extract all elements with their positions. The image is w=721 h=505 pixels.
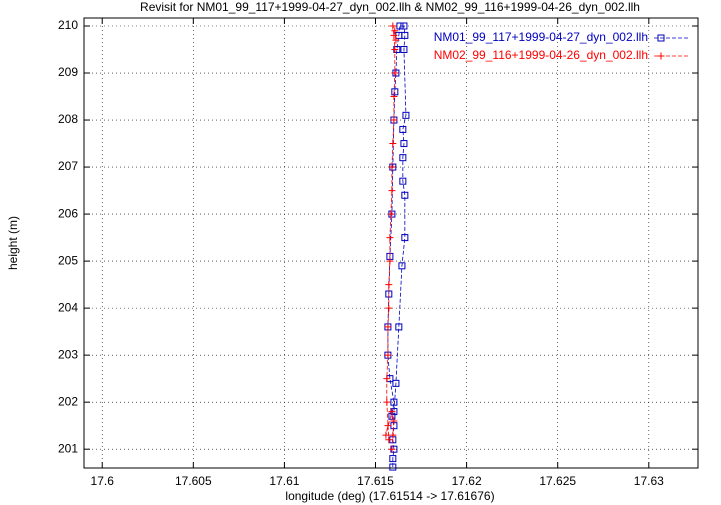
y-tick-label: 204 bbox=[58, 300, 78, 314]
x-tick-label: 17.625 bbox=[539, 474, 576, 488]
data-point bbox=[390, 116, 398, 124]
data-point bbox=[387, 210, 395, 218]
data-point bbox=[391, 88, 399, 96]
data-point bbox=[385, 281, 393, 289]
series-line bbox=[387, 25, 407, 468]
y-tick-label: 205 bbox=[58, 253, 78, 267]
y-tick-label: 208 bbox=[58, 112, 78, 126]
data-point bbox=[389, 140, 397, 148]
x-tick-label: 17.61 bbox=[269, 474, 299, 488]
y-tick-label: 201 bbox=[58, 441, 78, 455]
legend-label: NM02_99_116+1999-04-26_dyn_002.llh bbox=[434, 48, 648, 62]
data-point bbox=[389, 455, 397, 463]
data-point bbox=[401, 31, 409, 39]
x-axis-label: longitude (deg) (17.61514 -> 17.61676) bbox=[285, 489, 494, 503]
data-point bbox=[395, 323, 403, 331]
y-tick-label: 203 bbox=[58, 347, 78, 361]
data-point bbox=[386, 257, 394, 265]
data-point bbox=[383, 398, 391, 406]
data-point bbox=[396, 22, 404, 30]
data-point bbox=[390, 31, 398, 39]
y-axis-label: height (m) bbox=[6, 216, 20, 270]
data-point bbox=[388, 445, 396, 453]
data-point bbox=[399, 154, 407, 162]
y-tick-label: 202 bbox=[58, 394, 78, 408]
data-point bbox=[399, 125, 407, 133]
data-point bbox=[391, 46, 399, 54]
legend-label: NM01_99_117+1999-04-27_dyn_002.llh bbox=[434, 30, 648, 44]
plot-frame bbox=[83, 17, 699, 469]
x-tick-label: 17.6 bbox=[91, 474, 115, 488]
data-point bbox=[401, 191, 409, 199]
data-point bbox=[384, 351, 392, 359]
data-point bbox=[384, 422, 392, 430]
data-point bbox=[390, 93, 398, 101]
data-point bbox=[401, 234, 409, 242]
data-point bbox=[385, 304, 393, 312]
data-point bbox=[382, 431, 390, 439]
x-tick-label: 17.605 bbox=[175, 474, 212, 488]
data-point bbox=[389, 463, 397, 471]
data-point bbox=[385, 436, 393, 444]
data-point bbox=[390, 398, 398, 406]
data-point bbox=[386, 234, 394, 242]
data-point bbox=[400, 46, 408, 54]
x-tick-label: 17.62 bbox=[452, 474, 482, 488]
data-point bbox=[402, 111, 410, 119]
data-point bbox=[388, 408, 396, 416]
chart-title: Revisit for NM01_99_117+1999-04-27_dyn_0… bbox=[140, 0, 640, 14]
data-point bbox=[392, 36, 400, 44]
data-point bbox=[389, 22, 397, 30]
data-point bbox=[388, 163, 396, 171]
data-point bbox=[392, 379, 400, 387]
y-tick-label: 207 bbox=[58, 159, 78, 173]
x-tick-label: 17.63 bbox=[634, 474, 664, 488]
x-tick-label: 17.615 bbox=[357, 474, 394, 488]
data-point bbox=[390, 417, 398, 425]
y-tick-label: 210 bbox=[58, 18, 78, 32]
y-tick-label: 206 bbox=[58, 206, 78, 220]
data-point bbox=[400, 22, 408, 30]
data-point bbox=[383, 375, 391, 383]
data-point bbox=[384, 323, 392, 331]
data-point bbox=[398, 262, 406, 270]
data-point bbox=[399, 177, 407, 185]
legend-marker bbox=[657, 34, 665, 42]
data-point bbox=[391, 27, 399, 35]
data-point bbox=[389, 431, 397, 439]
y-tick-label: 209 bbox=[58, 65, 78, 79]
data-point bbox=[391, 69, 399, 77]
data-point bbox=[400, 140, 408, 148]
data-point bbox=[388, 187, 396, 195]
legend-marker bbox=[657, 52, 665, 60]
